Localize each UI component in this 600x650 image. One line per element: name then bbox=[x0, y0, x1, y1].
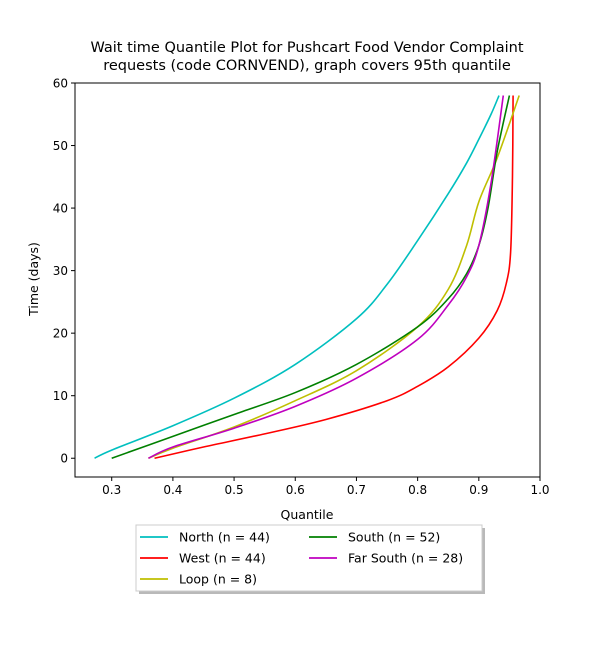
series-line-north bbox=[94, 95, 500, 459]
axes-frame bbox=[74, 82, 541, 478]
y-axis-label: Time (days) bbox=[26, 242, 41, 317]
x-axis-label: Quantile bbox=[281, 507, 334, 522]
plot-area: 0.3 0.4 0.5 0.6 0.7 0.8 0.9 1.0 0 10 20 30 40 50 60 bbox=[53, 77, 550, 498]
y-tick-label: 20 bbox=[53, 327, 68, 341]
x-tick-label: 0.9 bbox=[469, 483, 488, 497]
series-line-south bbox=[111, 95, 511, 459]
legend-entry: South (n = 52) bbox=[348, 530, 440, 545]
x-tick-label: 0.3 bbox=[102, 483, 121, 497]
series-line-west bbox=[154, 95, 514, 460]
chart-title-line2: requests (code CORNVEND), graph covers 9… bbox=[103, 58, 511, 74]
x-tick-label: 0.4 bbox=[163, 483, 182, 497]
legend-entry: Loop (n = 8) bbox=[179, 572, 257, 587]
y-tick-label: 50 bbox=[53, 139, 68, 153]
legend: North (n = 44) West (n = 44) Loop (n = 8) S… bbox=[135, 524, 485, 594]
legend-entry: Far South (n = 28) bbox=[348, 551, 463, 566]
x-tick-label: 0.5 bbox=[225, 483, 244, 497]
x-tick-label: 0.6 bbox=[286, 483, 305, 497]
legend-entry: North (n = 44) bbox=[179, 530, 270, 545]
legend-entry: West (n = 44) bbox=[179, 551, 266, 566]
x-tick-label: 0.7 bbox=[347, 483, 366, 497]
y-tick-label: 0 bbox=[60, 452, 68, 466]
x-tick-label: 1.0 bbox=[530, 483, 549, 497]
x-tick-label: 0.8 bbox=[408, 483, 427, 497]
y-tick-label: 40 bbox=[53, 202, 68, 216]
y-tick-label: 30 bbox=[53, 264, 68, 278]
y-tick-label: 60 bbox=[53, 77, 68, 91]
chart-title-line1: Wait time Quantile Plot for Pushcart Foo… bbox=[90, 40, 523, 56]
y-tick-label: 10 bbox=[53, 389, 68, 403]
series-line-far-south bbox=[148, 95, 505, 459]
